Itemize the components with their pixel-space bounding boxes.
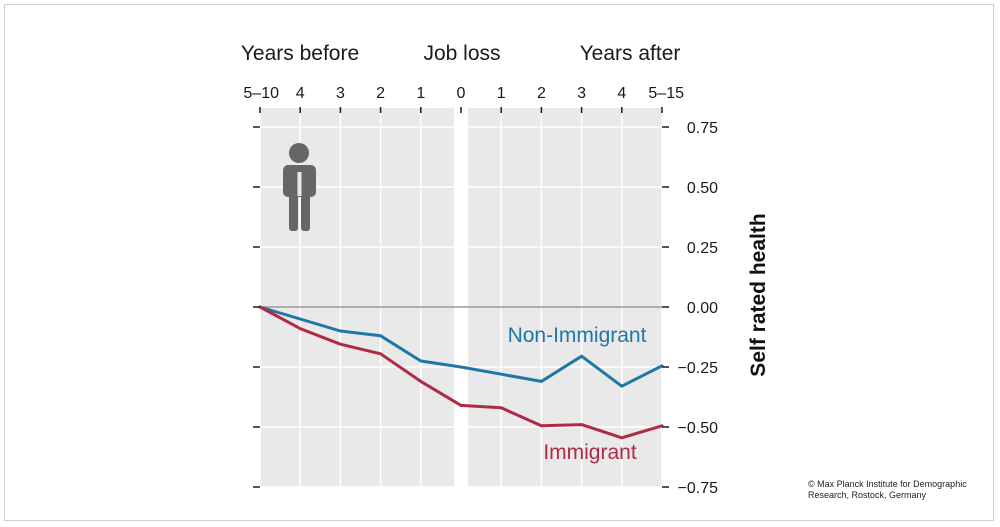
- x-tick-label: 0: [457, 85, 466, 102]
- series-label-immigrant: Immigrant: [543, 441, 637, 464]
- y-tick-label: 0.00: [687, 300, 718, 317]
- figure-frame: [4, 4, 994, 521]
- y-tick-label: −0.50: [678, 420, 719, 437]
- x-tick-label: 2: [537, 85, 546, 102]
- series-label-non-immigrant: Non-Immigrant: [508, 324, 647, 347]
- panel-years-after: [468, 108, 662, 487]
- x-tick-label: 5–15: [648, 85, 684, 102]
- credit-line-1: © Max Planck Institute for Demographic: [808, 479, 967, 489]
- credit-line-2: Research, Rostock, Germany: [808, 490, 927, 500]
- y-tick-label: −0.25: [678, 360, 719, 377]
- x-tick-label: 1: [416, 85, 425, 102]
- x-tick-label: 4: [617, 85, 626, 102]
- credit: © Max Planck Institute for Demographic R…: [808, 479, 988, 501]
- x-tick-label: 1: [497, 85, 506, 102]
- series-line-immigrant: [258, 305, 664, 440]
- y-axis-label: Self rated health: [747, 213, 770, 376]
- x-tick-label: 2: [376, 85, 385, 102]
- x-tick-label: 4: [296, 85, 305, 102]
- header-job-loss: Job loss: [423, 42, 500, 65]
- y-tick-label: 0.75: [687, 120, 718, 137]
- y-tick-label: −0.75: [678, 480, 719, 497]
- person-icon: [283, 143, 316, 231]
- y-tick-label: 0.50: [687, 180, 718, 197]
- x-tick-label: 3: [577, 85, 586, 102]
- x-tick-label: 5–10: [243, 85, 279, 102]
- header-years-before: Years before: [241, 42, 359, 65]
- y-tick-label: 0.25: [687, 240, 718, 257]
- header-years-after: Years after: [580, 42, 681, 65]
- series-line-non-immigrant: [258, 305, 664, 388]
- panel-years-before: [260, 108, 454, 487]
- x-tick-label: 3: [336, 85, 345, 102]
